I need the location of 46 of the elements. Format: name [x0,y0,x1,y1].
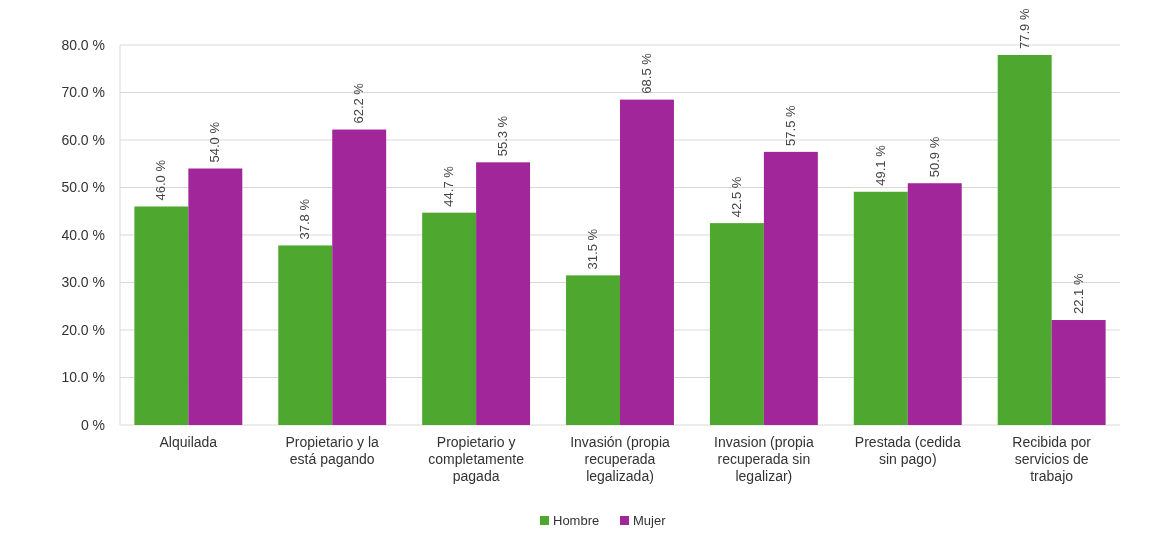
x-tick-label: Alquilada [159,434,218,450]
bar [853,191,908,425]
bar [332,129,387,425]
bar [763,151,818,425]
data-label: 57.5 % [782,104,798,146]
y-tick-label: 30.0 % [61,274,105,291]
bar [566,275,620,425]
x-tick-label: Propietario y la está pagando [285,434,380,467]
data-label: 68.5 % [638,52,654,94]
y-tick-label: 80.0 % [61,36,105,53]
data-label: 44.7 % [441,165,457,207]
legend-label: Hombre [553,513,600,528]
bar [134,206,189,425]
y-tick-label: 70.0 % [61,84,105,101]
bar [620,99,674,425]
x-tick-label: Invasión (propia recuperada legalizada) [570,434,671,484]
y-tick-label: 0 % [80,416,105,433]
bar [1051,320,1106,425]
y-tick-label: 10.0 % [61,369,105,386]
y-tick-label: 60.0 % [61,131,105,148]
data-label: 55.3 % [495,115,511,157]
y-tick-label: 20.0 % [61,321,105,338]
bar [278,245,333,425]
data-label: 77.9 % [1016,8,1032,49]
data-label: 49.1 % [872,144,888,186]
legend-label: Mujer [633,513,667,528]
y-tick-label: 40.0 % [61,226,105,243]
x-tick-label: Recibida por servicios de trabajo [1012,434,1092,484]
data-label: 22.1 % [1070,273,1086,315]
bar [476,162,531,425]
x-tick-label: Invasion (propia recuperada sin legalizar) [714,434,814,484]
data-label: 37.8 % [297,198,313,240]
x-tick-label: Prestada (cedida sin pago) [854,434,961,467]
data-label: 31.5 % [585,228,601,270]
data-label: 42.5 % [728,176,744,218]
x-tick-label: Propietario y completamente pagada [428,434,525,484]
bar [907,183,962,425]
data-label: 50.9 % [926,136,942,178]
data-label: 54.0 % [207,121,223,163]
y-tick-label: 50.0 % [61,179,105,196]
bar [188,168,243,425]
bar [422,212,477,425]
data-label: 62.2 % [351,82,367,124]
bar [709,223,764,425]
data-label: 46.0 % [153,159,169,201]
bar [997,54,1052,425]
